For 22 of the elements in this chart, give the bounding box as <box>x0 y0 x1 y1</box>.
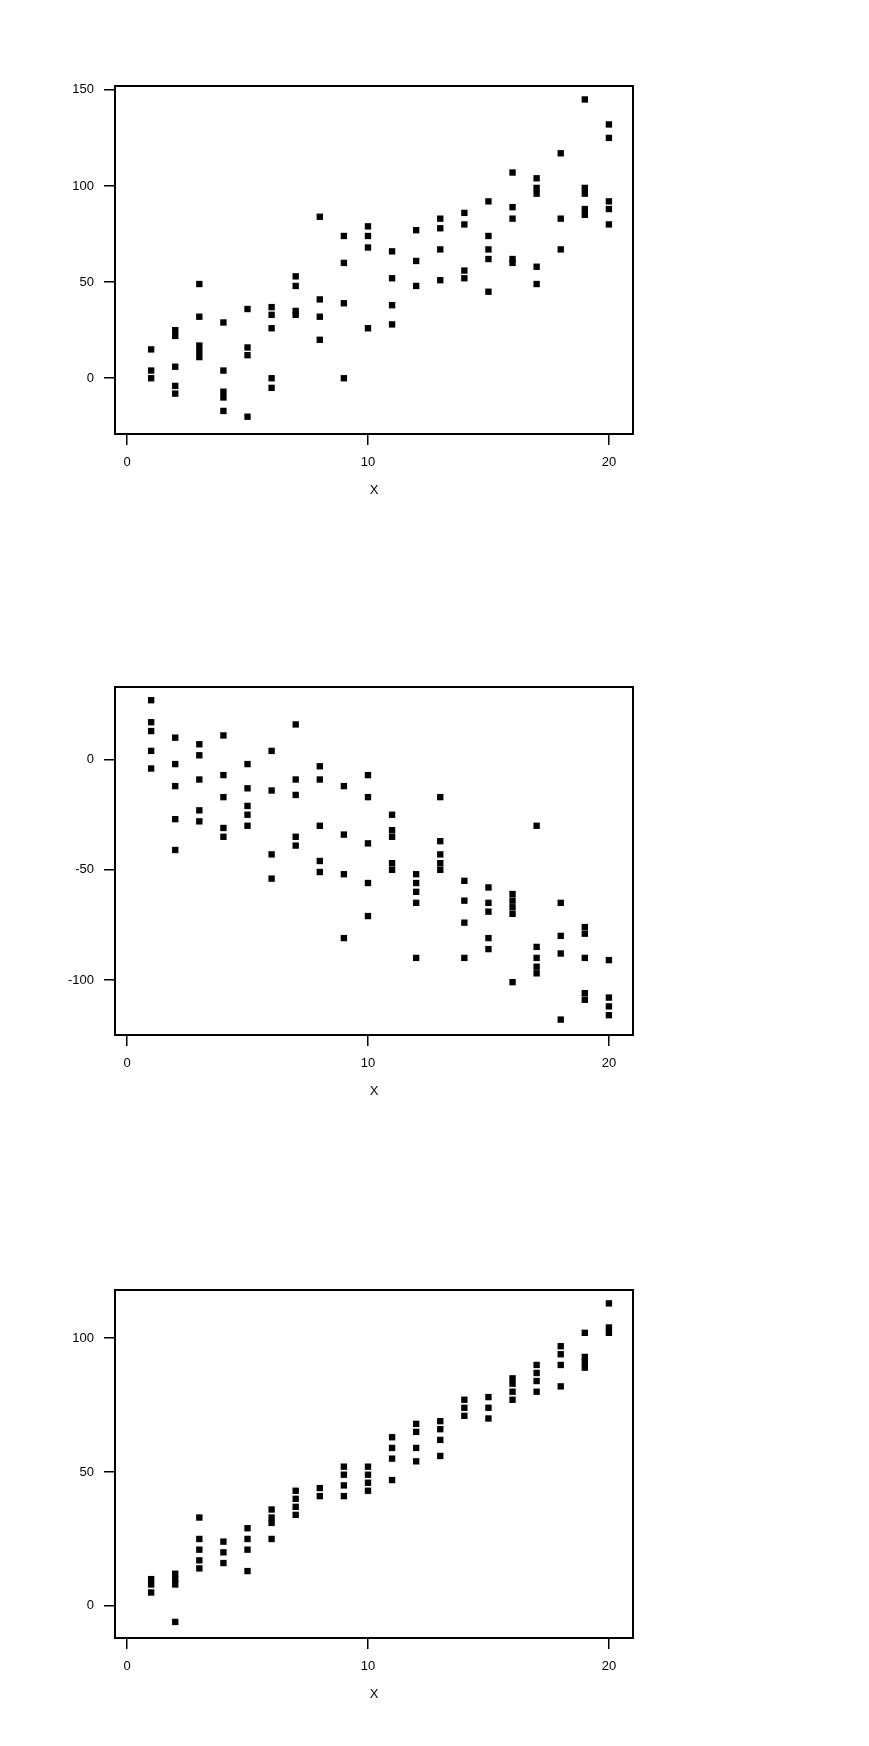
x-tick-label: 20 <box>601 1658 617 1674</box>
x-axis-title: X <box>369 481 379 497</box>
x-tick-label: 10 <box>360 1055 376 1071</box>
x-tick-label: 10 <box>360 1658 376 1674</box>
x-tick-label: 0 <box>123 1055 131 1071</box>
y-tick-label: -100 <box>67 971 94 987</box>
x-tick-label: 20 <box>601 1055 617 1071</box>
x-tick-label: 10 <box>360 454 376 470</box>
y-tick-label: 100 <box>72 1329 94 1345</box>
y-tick-label: 100 <box>72 177 94 193</box>
x-axis-title: X <box>369 1082 379 1098</box>
y-tick-label: 50 <box>79 1463 94 1479</box>
x-tick-label: 0 <box>123 454 131 470</box>
y-tick-label: 0 <box>86 751 94 767</box>
x-axis-title: X <box>369 1685 379 1701</box>
x-tick-label: 0 <box>123 1658 131 1674</box>
y-tick-label: -50 <box>75 861 94 877</box>
y-tick-label: 150 <box>72 81 94 97</box>
y-tick-label: 50 <box>79 273 94 289</box>
y-tick-label: 0 <box>86 369 94 385</box>
y-tick-label: 0 <box>86 1597 94 1613</box>
x-tick-label: 20 <box>601 454 617 470</box>
